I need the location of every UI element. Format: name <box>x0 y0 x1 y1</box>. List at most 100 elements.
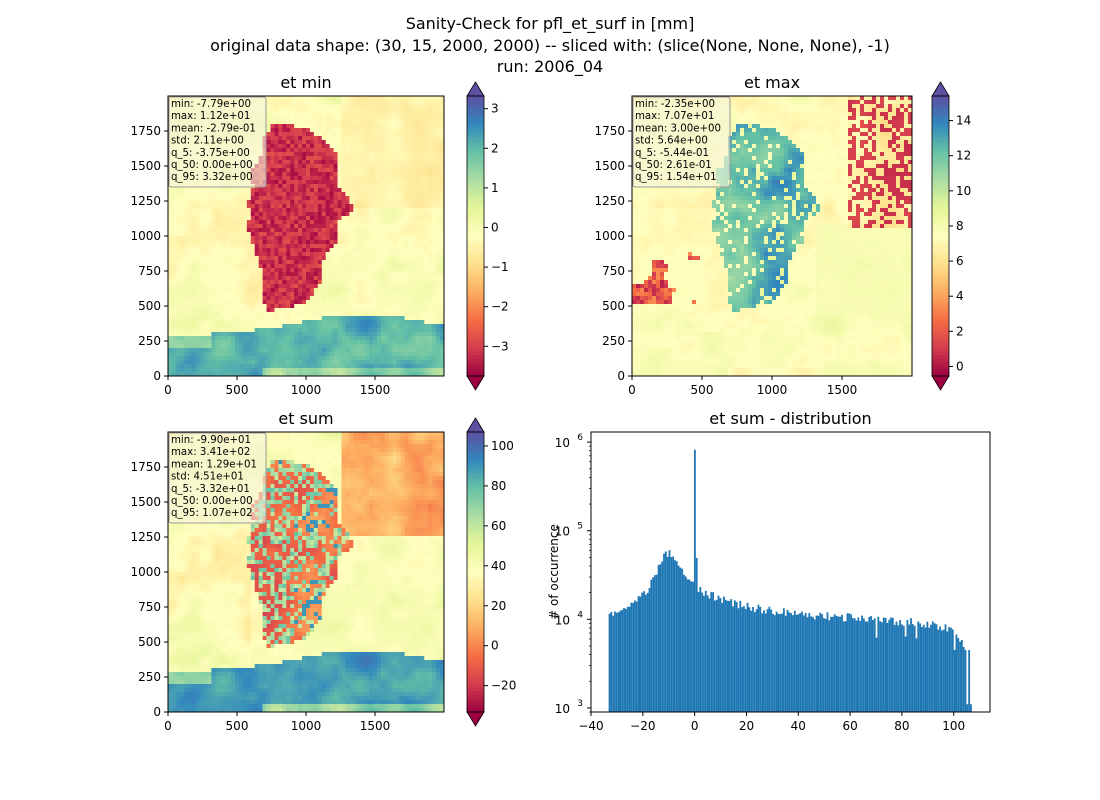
heatmap-cell <box>329 164 334 169</box>
heatmap-cell <box>325 296 330 301</box>
heatmap-cell <box>274 356 279 361</box>
heatmap-cell <box>187 232 192 237</box>
heatmap-cell <box>195 312 200 317</box>
heatmap-cell <box>325 316 330 321</box>
heatmap-cell <box>290 204 295 209</box>
heatmap-cell <box>420 292 425 297</box>
heatmap-cell <box>341 280 346 285</box>
heatmap-cell <box>416 232 421 237</box>
heatmap-cell <box>357 332 362 337</box>
heatmap-cell <box>408 308 413 313</box>
heatmap-cell <box>432 128 437 133</box>
heatmap-cell <box>337 316 342 321</box>
heatmap-cell <box>306 280 311 285</box>
heatmap-cell <box>396 240 401 245</box>
heatmap-cell <box>325 112 330 117</box>
heatmap-cell <box>333 96 338 101</box>
heatmap-cell <box>341 164 346 169</box>
heatmap-cell <box>349 164 354 169</box>
heatmap-cell <box>329 320 334 325</box>
heatmap-cell <box>353 340 358 345</box>
heatmap-cell <box>404 128 409 133</box>
heatmap-cell <box>306 176 311 181</box>
heatmap-cell <box>329 204 334 209</box>
heatmap-cell <box>392 172 398 177</box>
heatmap-cell <box>258 200 263 205</box>
heatmap-cell <box>183 244 189 249</box>
heatmap-cell <box>317 224 323 229</box>
heatmap-cell <box>384 168 390 173</box>
heatmap-cell <box>219 224 224 229</box>
heatmap-cell <box>219 308 224 313</box>
heatmap-cell <box>278 304 283 309</box>
heatmap-cell <box>278 344 283 349</box>
heatmap-cell <box>215 280 220 285</box>
heatmap-cell <box>412 204 417 209</box>
heatmap-cell <box>274 200 279 205</box>
heatmap-cell <box>392 308 398 313</box>
heatmap-cell <box>278 148 283 153</box>
heatmap-cell <box>357 244 362 249</box>
heatmap-cell <box>384 236 390 241</box>
heatmap-cell <box>242 244 248 249</box>
heatmap-cell <box>183 368 189 373</box>
heatmap-cell <box>211 328 216 333</box>
colorbar-step <box>467 229 484 233</box>
heatmap-cell <box>384 368 390 373</box>
heatmap-cell <box>345 340 350 345</box>
heatmap-cell <box>325 100 330 105</box>
heatmap-cell <box>282 212 287 217</box>
heatmap-cell <box>428 260 433 265</box>
heatmap-cell <box>223 328 228 333</box>
heatmap-cell <box>266 116 271 121</box>
heatmap-cell <box>175 284 181 289</box>
heatmap-cell <box>404 280 409 285</box>
heatmap-cell <box>278 336 283 341</box>
heatmap-cell <box>191 196 196 201</box>
heatmap-cell <box>428 264 433 269</box>
heatmap-cell <box>246 360 252 365</box>
heatmap-cell <box>376 360 382 365</box>
heatmap-cell <box>242 264 248 269</box>
heatmap-cell <box>321 292 327 297</box>
heatmap-cell <box>262 344 267 349</box>
heatmap-cell <box>380 220 386 225</box>
heatmap-cell <box>203 332 208 337</box>
heatmap-cell <box>219 252 224 257</box>
heatmap-cell <box>175 272 181 277</box>
heatmap-cell <box>376 232 382 237</box>
heatmap-cell <box>306 296 311 301</box>
heatmap-cell <box>270 144 275 149</box>
heatmap-cell <box>357 196 362 201</box>
heatmap-cell <box>199 300 204 305</box>
heatmap-cell <box>337 108 342 113</box>
heatmap-cell <box>286 188 291 193</box>
heatmap-cell <box>294 224 299 229</box>
heatmap-cell <box>408 200 413 205</box>
heatmap-cell <box>376 372 382 377</box>
heatmap-cell <box>404 164 409 169</box>
heatmap-cell <box>219 344 224 349</box>
heatmap-cell <box>203 316 208 321</box>
heatmap-cell <box>353 312 358 317</box>
heatmap-cell <box>313 112 319 117</box>
heatmap-cell <box>207 208 212 213</box>
heatmap-cell <box>400 240 405 245</box>
heatmap-cell <box>400 256 405 261</box>
heatmap-cell <box>380 244 386 249</box>
heatmap-cell <box>250 300 256 305</box>
heatmap-cell <box>306 96 311 101</box>
heatmap-cell <box>412 244 417 249</box>
heatmap-cell <box>270 96 275 101</box>
heatmap-cell <box>286 280 291 285</box>
heatmap-cell <box>412 276 417 281</box>
heatmap-cell <box>270 268 275 273</box>
heatmap-cell <box>238 308 244 313</box>
heatmap-cell <box>191 212 196 217</box>
heatmap-cell <box>250 216 256 221</box>
heatmap-cell <box>369 300 374 305</box>
heatmap-cell <box>428 328 433 333</box>
heatmap-cell <box>274 364 279 369</box>
heatmap-cell <box>416 260 421 265</box>
heatmap-cell <box>432 116 437 121</box>
